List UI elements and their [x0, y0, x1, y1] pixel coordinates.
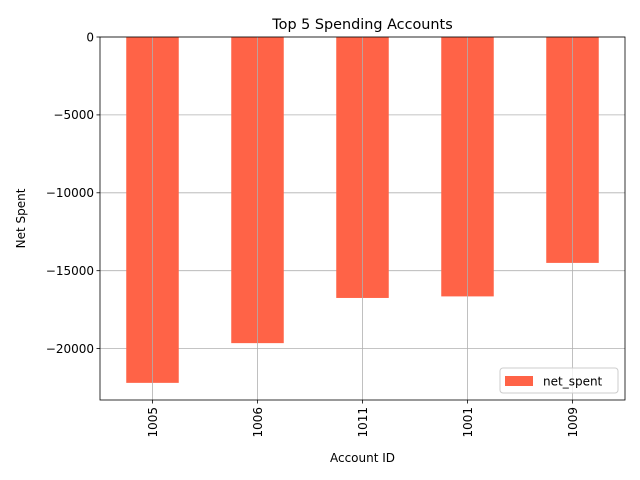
legend-box: [499, 367, 619, 394]
x-tick-label: 1001: [461, 407, 475, 438]
y-axis-label: Net Spent: [14, 188, 28, 248]
chart-title: Top 5 Spending Accounts: [271, 17, 452, 33]
legend-label: net_spent: [543, 375, 603, 389]
y-tick-label: −10000: [46, 186, 94, 200]
x-tick-label: 1009: [566, 407, 580, 438]
x-tick-label: 1011: [356, 407, 370, 438]
y-tick-label: 0: [86, 30, 94, 44]
y-tick-label: −5000: [53, 108, 94, 122]
x-grid: [152, 37, 573, 400]
y-tick-label: −15000: [46, 264, 94, 278]
x-tick-label: 1006: [251, 407, 265, 438]
x-tick-label: 1005: [146, 407, 160, 438]
y-axis-ticks: 0 −5000 −10000 −15000 −20000: [46, 30, 100, 356]
legend-swatch: [505, 376, 533, 386]
x-axis-label: Account ID: [330, 451, 395, 465]
legend: net_spent: [499, 367, 619, 394]
x-axis-ticks: 1005 1006 1011 1001 1009: [146, 400, 580, 438]
y-tick-label: −20000: [46, 342, 94, 356]
